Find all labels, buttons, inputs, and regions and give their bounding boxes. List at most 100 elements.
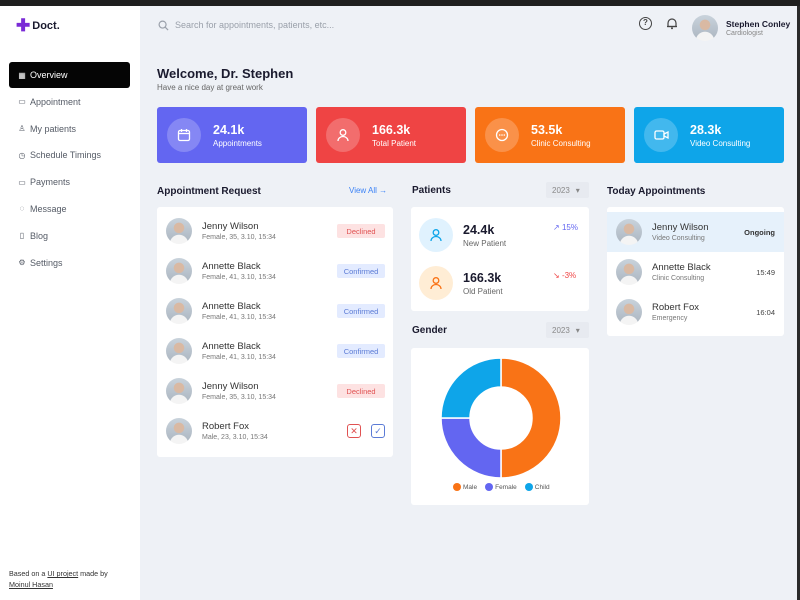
accept-button[interactable]: ✓ bbox=[371, 424, 385, 438]
status-badge: Ongoing bbox=[744, 227, 775, 237]
sidebar-item-label: Settings bbox=[30, 257, 63, 268]
help-icon[interactable]: ? bbox=[639, 17, 652, 30]
stat-label: Clinic Consulting bbox=[531, 138, 591, 148]
donut-slice-child bbox=[440, 357, 502, 419]
old-patient-stat: 166.3k Old Patient bbox=[419, 266, 503, 300]
clock-icon: ◷ bbox=[18, 150, 26, 160]
user-icon: ♙ bbox=[18, 124, 26, 134]
stat-card-video-consulting[interactable]: 28.3k Video Consulting bbox=[634, 107, 784, 163]
status-badge: Declined bbox=[337, 384, 385, 398]
avatar bbox=[616, 259, 642, 285]
sidebar-item-overview[interactable]: ▦ Overview bbox=[9, 62, 130, 88]
credit-note: Based on a UI project made by Moinul Has… bbox=[9, 569, 108, 589]
sidebar-item-blog[interactable]: ▯ Blog bbox=[9, 223, 130, 249]
avatar bbox=[616, 219, 642, 245]
sidebar-item-message[interactable]: ◌ Message bbox=[9, 196, 130, 222]
user-icon bbox=[326, 118, 360, 152]
page-title: Welcome, Dr. Stephen bbox=[157, 66, 294, 81]
stat-value: 166.3k bbox=[372, 122, 411, 137]
avatar bbox=[166, 418, 192, 444]
gender-year-select[interactable]: 2023 ▾ bbox=[546, 322, 589, 338]
avatar bbox=[166, 298, 192, 324]
gender-title: Gender bbox=[412, 325, 448, 336]
list-item[interactable]: Jenny Wilson Female, 35, 3.10, 15:34 Decl… bbox=[157, 371, 393, 411]
avatar bbox=[166, 258, 192, 284]
stat-card-total-patient[interactable]: 166.3k Total Patient bbox=[316, 107, 466, 163]
sidebar: ✚ Doct. ▦ Overview ▭ Appointment ♙ My pa… bbox=[0, 6, 140, 600]
calendar-icon: ▭ bbox=[18, 97, 26, 107]
user-icon bbox=[419, 266, 453, 300]
stat-value: 28.3k bbox=[690, 122, 722, 137]
trend-down: ↘ -3% bbox=[553, 271, 577, 280]
sidebar-nav: ▦ Overview ▭ Appointment ♙ My patients ◷… bbox=[9, 62, 130, 276]
trend-up-icon: ↗ bbox=[553, 223, 560, 232]
user-icon bbox=[419, 218, 453, 252]
stat-card-clinic-consulting[interactable]: 53.5k Clinic Consulting bbox=[475, 107, 625, 163]
status-badge: Declined bbox=[337, 224, 385, 238]
status-badge: Confirmed bbox=[337, 304, 385, 318]
list-item[interactable]: Jenny Wilson Female, 35, 3.10, 15:34 Decl… bbox=[157, 211, 393, 251]
app-frame: ✚ Doct. ▦ Overview ▭ Appointment ♙ My pa… bbox=[0, 6, 800, 600]
ui-project-link[interactable]: UI project bbox=[47, 569, 79, 578]
user-profile[interactable]: Stephen Conley Cardiologist bbox=[692, 15, 790, 41]
search-bar[interactable]: Search for appointments, patients, etc..… bbox=[158, 16, 334, 34]
today-appointments-title: Today Appointments bbox=[607, 186, 706, 197]
appointment-time: 16:04 bbox=[756, 307, 775, 317]
sidebar-item-label: Blog bbox=[30, 230, 49, 241]
list-item[interactable]: Annette Black Female, 41, 3.10, 15:34 Con… bbox=[157, 291, 393, 331]
avatar bbox=[166, 378, 192, 404]
sidebar-item-appointment[interactable]: ▭ Appointment bbox=[9, 89, 130, 115]
list-item[interactable]: Annette Black Clinic Consulting 15:49 bbox=[607, 252, 784, 292]
appointment-request-list: Jenny Wilson Female, 35, 3.10, 15:34 Decl… bbox=[157, 207, 393, 457]
list-item[interactable]: Annette Black Female, 41, 3.10, 15:34 Con… bbox=[157, 251, 393, 291]
calendar-icon bbox=[167, 118, 201, 152]
sidebar-item-settings[interactable]: ⚙ Settings bbox=[9, 250, 130, 276]
list-item[interactable]: Robert Fox Emergency 16:04 bbox=[607, 292, 784, 332]
gender-panel bbox=[411, 348, 589, 505]
list-item[interactable]: Annette Black Female, 41, 3.10, 15:34 Con… bbox=[157, 331, 393, 371]
chat-icon: ◌ bbox=[19, 204, 25, 214]
patients-panel: 24.4k New Patient ↗ 15% 166.3k Old Patient… bbox=[411, 207, 589, 311]
sidebar-item-my-patients[interactable]: ♙ My patients bbox=[9, 116, 130, 142]
logo[interactable]: ✚ Doct. bbox=[16, 16, 60, 35]
sidebar-item-label: Payments bbox=[30, 177, 71, 188]
check-icon: ✓ bbox=[374, 425, 382, 436]
stat-label: Appointments bbox=[213, 138, 262, 148]
appointment-time: 15:49 bbox=[756, 267, 775, 277]
document-icon: ▯ bbox=[19, 231, 25, 241]
user-role: Cardiologist bbox=[726, 30, 763, 37]
chevron-down-icon: ▾ bbox=[575, 185, 580, 195]
avatar bbox=[616, 299, 642, 325]
chat-icon bbox=[485, 118, 519, 152]
decline-button[interactable]: ✕ bbox=[347, 424, 361, 438]
arrow-right-icon: → bbox=[379, 186, 388, 195]
author-link[interactable]: Moinul Hasan bbox=[9, 579, 53, 589]
trend-down-icon: ↘ bbox=[553, 271, 560, 280]
donut-slice-male bbox=[500, 357, 562, 479]
stat-card-appointments[interactable]: 24.1k Appointments bbox=[157, 107, 307, 163]
avatar bbox=[692, 15, 718, 41]
sidebar-item-label: Overview bbox=[30, 70, 68, 80]
search-icon bbox=[158, 20, 169, 31]
list-item[interactable]: Robert Fox Male, 23, 3.10, 15:34 ✕ ✓ bbox=[157, 411, 393, 451]
avatar bbox=[166, 338, 192, 364]
user-name: Stephen Conley bbox=[726, 19, 791, 29]
search-input[interactable]: Search for appointments, patients, etc..… bbox=[175, 20, 335, 30]
sidebar-item-payments[interactable]: ▭ Payments bbox=[9, 169, 130, 195]
sidebar-item-schedule-timings[interactable]: ◷ Schedule Timings bbox=[9, 142, 130, 168]
sidebar-item-label: My patients bbox=[30, 123, 77, 134]
view-all-link[interactable]: View All → bbox=[349, 186, 388, 195]
patients-year-select[interactable]: 2023 ▾ bbox=[546, 182, 589, 198]
logo-plus-icon: ✚ bbox=[16, 16, 31, 35]
top-icons: ? bbox=[639, 17, 678, 30]
today-appointments-list: Jenny Wilson Video Consulting Ongoing Ann… bbox=[607, 207, 784, 336]
video-icon bbox=[644, 118, 678, 152]
status-badge: Confirmed bbox=[337, 264, 385, 278]
stat-label: Total Patient bbox=[372, 138, 417, 148]
bell-icon[interactable] bbox=[666, 17, 678, 30]
gender-donut-chart bbox=[440, 357, 562, 479]
sidebar-item-label: Message bbox=[30, 203, 67, 214]
stat-value: 24.1k bbox=[213, 122, 245, 137]
close-icon: ✕ bbox=[350, 425, 358, 436]
list-item[interactable]: Jenny Wilson Video Consulting Ongoing bbox=[607, 212, 784, 252]
